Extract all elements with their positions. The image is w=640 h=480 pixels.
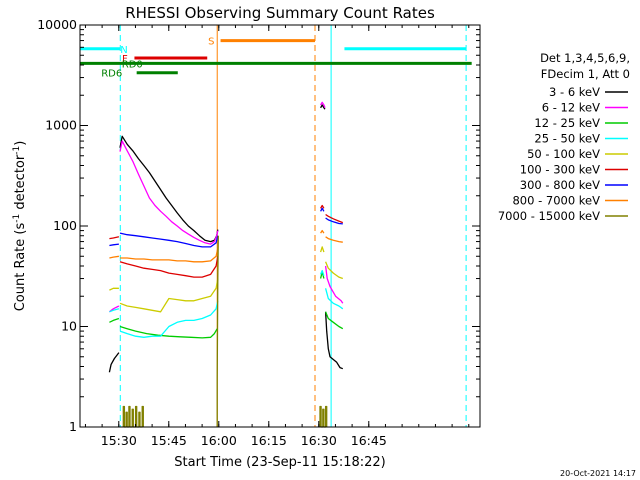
series-4-segment-1 [119, 278, 219, 313]
series-8-segment-2 [319, 405, 328, 428]
legend: Det 1,3,4,5,6,9, FDecim 1, Att 0 3 - 6 k… [498, 51, 630, 223]
series-0-segment-1 [119, 135, 219, 243]
series-6-segment-2 [320, 207, 325, 212]
y-tick-label-1: 10 [61, 319, 77, 334]
series-0-segment-0 [108, 352, 120, 373]
series-4-segment-2 [319, 246, 325, 253]
series-5-segment-1 [119, 256, 219, 278]
series-3-segment-1 [119, 300, 219, 338]
series-lines [108, 101, 344, 428]
footer-date: 20-Oct-2021 14:17 [560, 469, 636, 478]
legend-item-2-label: 12 - 25 keV [534, 116, 600, 130]
series-3-segment-2 [320, 269, 325, 276]
legend-header-line-1: Det 1,3,4,5,6,9, [540, 51, 630, 65]
legend-item-3-label: 25 - 50 keV [534, 132, 600, 146]
series-1-segment-2 [320, 101, 326, 109]
series-1-segment-1 [119, 140, 219, 245]
x-axis-label: Start Time (23-Sep-11 15:18:22) [174, 455, 385, 470]
x-tick-label-4: 16:30 [301, 433, 337, 448]
x-tick-label-5: 16:45 [351, 433, 387, 448]
x-tick-label-3: 16:15 [251, 433, 287, 448]
legend-header-line-2: FDecim 1, Att 0 [541, 67, 630, 81]
y-axis-label-end: ) [13, 141, 28, 146]
series-2-segment-0 [109, 317, 120, 323]
series-3-segment-3 [324, 288, 344, 310]
series-7-segment-2 [320, 229, 325, 234]
legend-item-7-label: 800 - 7000 keV [512, 194, 600, 208]
series-5-segment-3 [325, 213, 344, 224]
y-tick-label-3: 1000 [45, 118, 77, 133]
legend-item-1-label: 6 - 12 keV [542, 101, 600, 115]
legend-item-8-label: 7000 - 15000 keV [498, 209, 600, 223]
y-axis-label-sup1: -1 [12, 214, 22, 223]
series-0-segment-3 [324, 311, 344, 370]
series-4-segment-3 [325, 261, 344, 280]
y-axis-label-main: Count Rate (s [13, 223, 28, 312]
flag-s-label: S [208, 37, 214, 48]
y-tick-label-0: 1 [69, 419, 77, 434]
flag-n-label: N [120, 45, 127, 56]
series-7-segment-3 [325, 236, 343, 243]
series-7-segment-1 [120, 248, 219, 263]
axis-ticks: 15:30 15:45 16:00 16:15 16:30 16:45 1 10 100 1000… [37, 17, 480, 448]
series-7-segment-0 [109, 255, 119, 259]
x-tick-label-0: 15:30 [101, 433, 137, 448]
legend-item-6-label: 300 - 800 keV [520, 178, 600, 192]
series-3-segment-0 [109, 308, 120, 313]
series-4-segment-0 [109, 287, 119, 291]
series-2-segment-1 [119, 325, 218, 339]
y-tick-label-2: 100 [53, 218, 77, 233]
legend-item-0-label: 3 - 6 keV [549, 85, 600, 99]
flag-rd6-label: RD6 [101, 69, 122, 80]
y-axis-label-mid: detector [13, 154, 28, 214]
y-axis-label-sup2: -1 [12, 146, 22, 155]
x-tick-label-1: 15:45 [151, 433, 187, 448]
series-6-segment-0 [109, 243, 119, 247]
legend-item-4-label: 50 - 100 keV [527, 147, 600, 161]
series-6-segment-1 [119, 232, 219, 248]
y-axis-label: Count Rate (s-1 detector-1) [12, 141, 28, 312]
legend-item-5-label: 100 - 300 keV [520, 163, 600, 177]
series-8-segment-0 [122, 405, 144, 428]
series-1-segment-3 [324, 265, 344, 304]
series-2-segment-3 [324, 311, 344, 330]
series-5-segment-2 [320, 204, 325, 209]
series-0-segment-2 [320, 104, 326, 110]
chart-title: RHESSI Observing Summary Count Rates [125, 4, 435, 22]
series-5-segment-0 [109, 236, 120, 240]
series-6-segment-3 [325, 217, 343, 225]
y-tick-label-4: 10000 [37, 17, 77, 32]
x-tick-label-2: 16:00 [201, 433, 237, 448]
flag-rd0-label: RD0 [122, 59, 143, 70]
series-8-segment-1 [216, 235, 219, 427]
flag-f-label: F [122, 54, 128, 65]
